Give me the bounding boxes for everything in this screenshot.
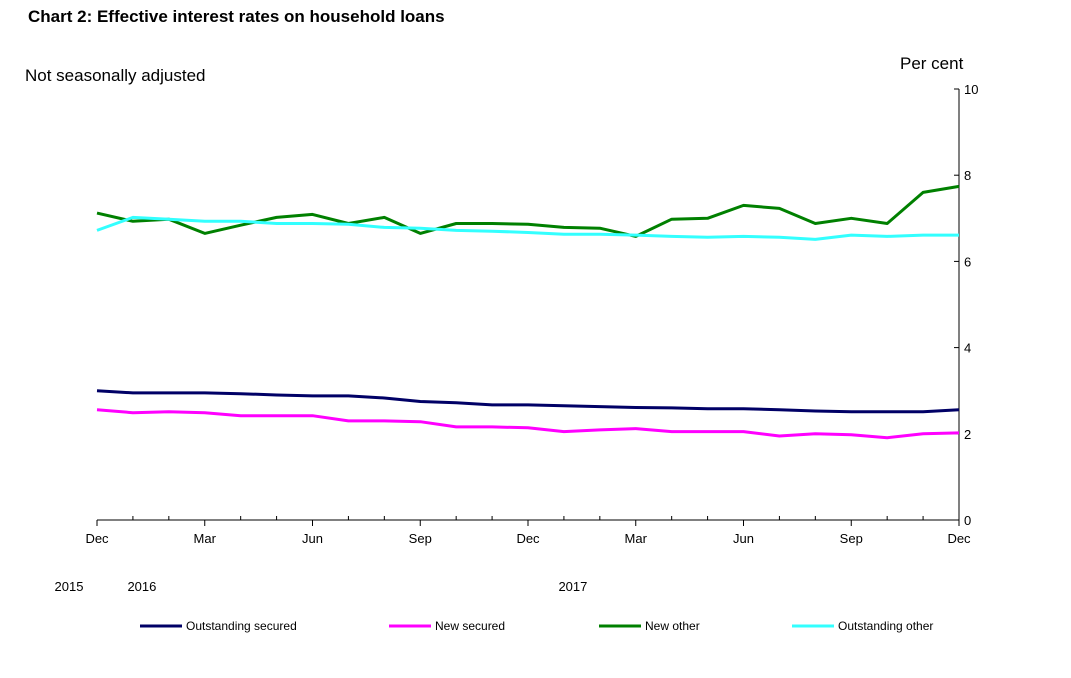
x-tick-label: Jun (302, 531, 323, 546)
chart-title: Chart 2: Effective interest rates on hou… (28, 7, 445, 26)
legend-label: Outstanding secured (186, 619, 297, 633)
series-line-new-secured (96, 408, 960, 440)
x-tick-label: Sep (840, 531, 863, 546)
chart-subtitle: Not seasonally adjusted (25, 66, 206, 85)
x-year-label: 2016 (127, 579, 156, 594)
axes: 0 2 4 6 8 10 Dec Mar Jun Sep Dec Mar Jun Sep Dec 2015 20… (55, 82, 979, 594)
x-year-label: 2017 (558, 579, 587, 594)
x-tick-label: Jun (733, 531, 754, 546)
y-axis-unit-label: Per cent (900, 54, 964, 73)
y-tick-label: 10 (964, 82, 978, 97)
legend: Outstanding secured New secured New other O… (140, 619, 933, 633)
y-tick-label: 0 (964, 513, 971, 528)
x-tick-label: Mar (194, 531, 217, 546)
legend-label: Outstanding other (838, 619, 933, 633)
series-line-outstanding-secured (96, 389, 960, 414)
series-line-new-other (96, 184, 960, 238)
y-tick-label: 4 (964, 341, 971, 356)
y-tick-label: 6 (964, 254, 971, 269)
legend-label: New other (645, 619, 700, 633)
x-tick-label: Dec (85, 531, 109, 546)
x-tick-label: Mar (625, 531, 648, 546)
y-tick-label: 2 (964, 427, 971, 442)
legend-label: New secured (435, 619, 505, 633)
series-lines (96, 184, 960, 440)
x-tick-label: Dec (516, 531, 540, 546)
y-tick-label: 8 (964, 168, 971, 183)
series-line-outstanding-other (96, 215, 959, 241)
x-tick-label: Sep (409, 531, 432, 546)
x-tick-label: Dec (947, 531, 971, 546)
x-year-label: 2015 (55, 579, 84, 594)
